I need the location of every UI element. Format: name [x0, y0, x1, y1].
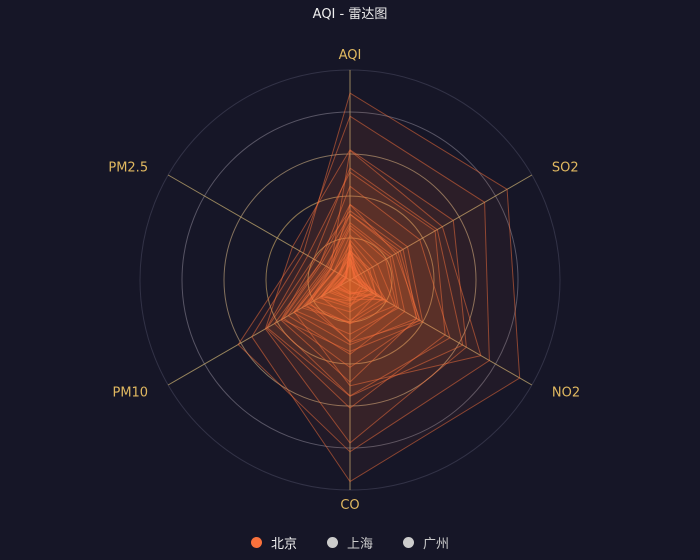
- indicator-label-pm25: PM2.5: [108, 161, 148, 176]
- series-polygon[interactable]: [340, 247, 380, 298]
- series-polygon[interactable]: [273, 185, 451, 397]
- legend-item[interactable]: 广州: [403, 533, 449, 552]
- series-polygon[interactable]: [237, 115, 490, 453]
- indicator-label-no2: NO2: [552, 386, 580, 401]
- series-polygon[interactable]: [295, 224, 400, 335]
- indicator-label-co: CO: [340, 498, 359, 513]
- indicator-labels: AQI SO2 NO2 CO PM10 PM2.5: [108, 48, 580, 513]
- indicator-label-pm10: PM10: [112, 386, 148, 401]
- series-polygon[interactable]: [280, 209, 418, 383]
- series-polygon[interactable]: [303, 242, 388, 324]
- legend-label: 广州: [423, 537, 450, 552]
- legend-dot-icon: [403, 537, 414, 548]
- series-polygon[interactable]: [328, 263, 361, 301]
- radar-axis-no2: [349, 279, 533, 386]
- legend-label: 北京: [270, 537, 297, 552]
- series-polygons: [237, 92, 521, 483]
- series-polygon[interactable]: [287, 221, 406, 355]
- series-polygon[interactable]: [265, 171, 446, 409]
- series-polygon[interactable]: [282, 213, 420, 369]
- legend-item[interactable]: 北京: [250, 533, 297, 552]
- chart-title: AQI - 雷达图: [312, 7, 388, 22]
- indicator-label-so2: SO2: [552, 161, 579, 176]
- series-polygon[interactable]: [309, 203, 421, 343]
- legend-item[interactable]: 上海: [326, 533, 373, 552]
- radar-axis-pm25: [167, 174, 351, 281]
- indicator-label-aqi: AQI: [339, 48, 362, 63]
- radar-axis-so2: [349, 174, 533, 281]
- series-polygon[interactable]: [300, 249, 377, 323]
- legend-label: 上海: [346, 537, 373, 552]
- legend: 北京 上海 广州: [0, 533, 700, 552]
- series-polygon[interactable]: [322, 251, 373, 307]
- legend-dot-icon: [250, 537, 262, 548]
- series-polygon[interactable]: [320, 251, 374, 305]
- legend-dot-icon: [326, 537, 338, 548]
